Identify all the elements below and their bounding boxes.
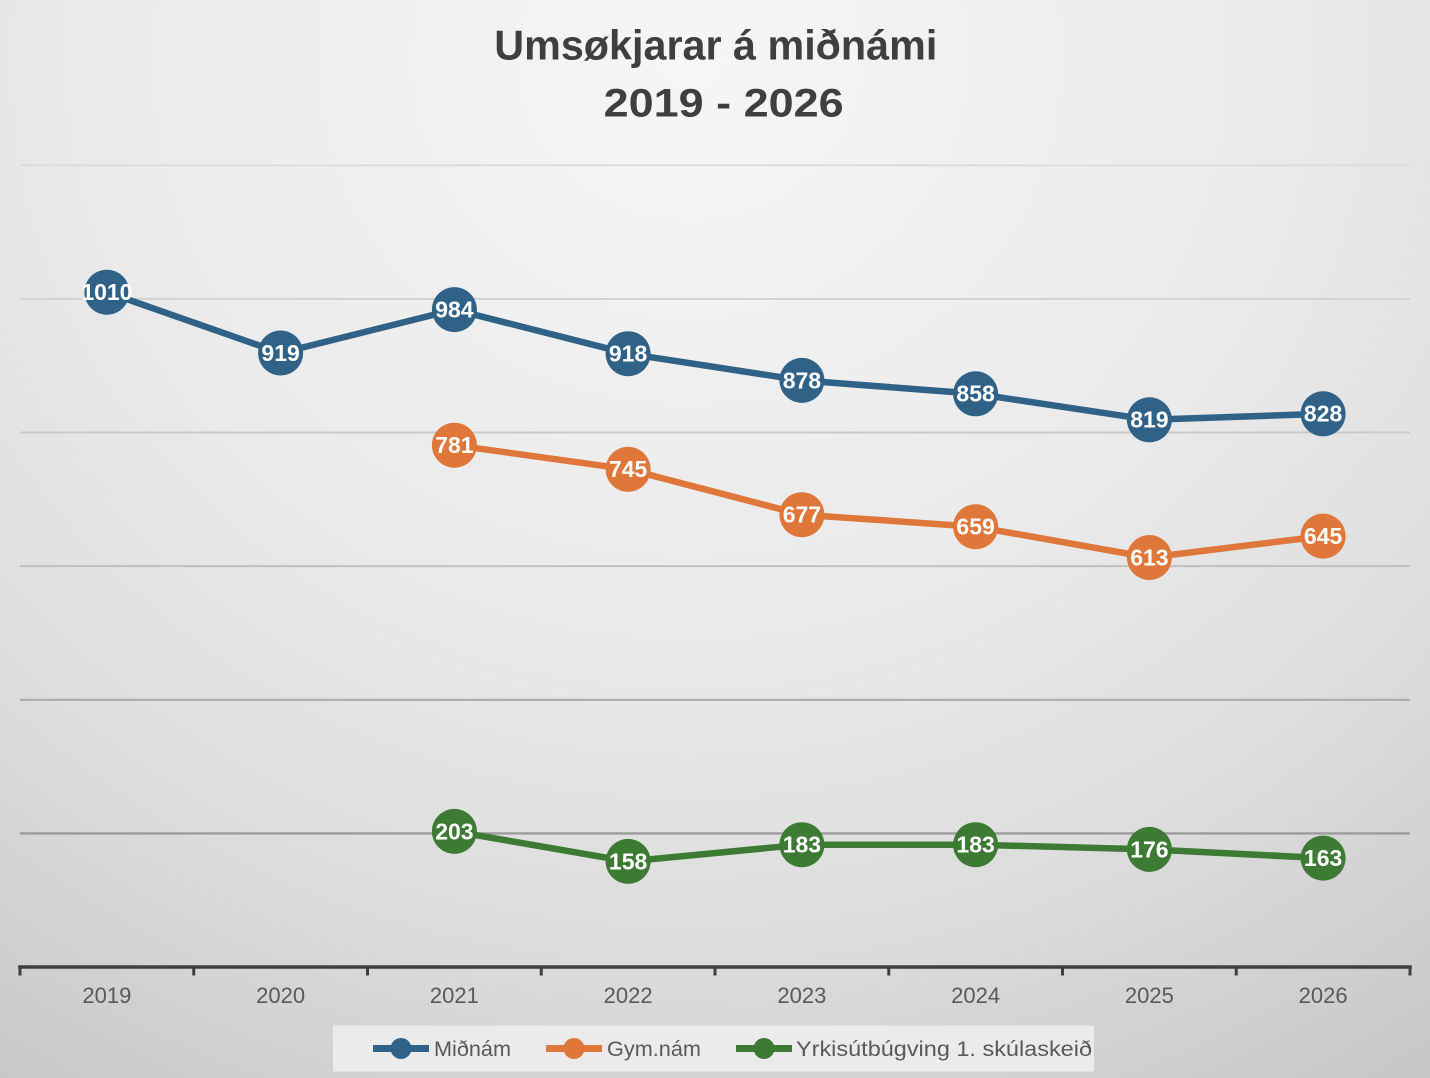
svg-text:203: 203 bbox=[435, 818, 473, 844]
svg-text:158: 158 bbox=[609, 848, 648, 874]
svg-text:Umsøkjarar á miðnámi: Umsøkjarar á miðnámi bbox=[494, 22, 937, 69]
svg-text:2022: 2022 bbox=[604, 983, 653, 1008]
svg-text:Yrkisútbúgving 1. skúlaskeið: Yrkisútbúgving 1. skúlaskeið bbox=[796, 1038, 1092, 1061]
svg-text:918: 918 bbox=[609, 341, 648, 367]
svg-text:659: 659 bbox=[956, 514, 994, 540]
svg-text:745: 745 bbox=[609, 456, 648, 482]
svg-text:858: 858 bbox=[956, 381, 995, 407]
svg-text:828: 828 bbox=[1304, 401, 1343, 427]
svg-text:677: 677 bbox=[783, 502, 821, 528]
svg-text:878: 878 bbox=[783, 367, 822, 393]
svg-text:2021: 2021 bbox=[430, 983, 479, 1008]
svg-text:176: 176 bbox=[1130, 836, 1168, 862]
svg-text:919: 919 bbox=[261, 340, 299, 366]
svg-text:819: 819 bbox=[1130, 407, 1168, 433]
svg-text:2019 - 2026: 2019 - 2026 bbox=[604, 82, 844, 126]
svg-text:2025: 2025 bbox=[1125, 983, 1174, 1008]
svg-text:645: 645 bbox=[1304, 523, 1343, 549]
svg-text:781: 781 bbox=[435, 432, 474, 458]
svg-text:984: 984 bbox=[435, 297, 474, 323]
svg-text:1010: 1010 bbox=[81, 279, 132, 305]
svg-text:2024: 2024 bbox=[951, 983, 1000, 1008]
svg-text:613: 613 bbox=[1130, 544, 1168, 570]
svg-text:Miðnám: Miðnám bbox=[434, 1038, 511, 1061]
svg-text:Gym.nám: Gym.nám bbox=[607, 1038, 701, 1061]
svg-text:2019: 2019 bbox=[82, 983, 131, 1008]
svg-text:163: 163 bbox=[1304, 845, 1342, 871]
svg-text:2026: 2026 bbox=[1299, 983, 1348, 1008]
svg-text:2020: 2020 bbox=[256, 983, 305, 1008]
svg-text:183: 183 bbox=[783, 832, 821, 858]
svg-text:183: 183 bbox=[956, 832, 994, 858]
svg-text:2023: 2023 bbox=[777, 983, 826, 1008]
